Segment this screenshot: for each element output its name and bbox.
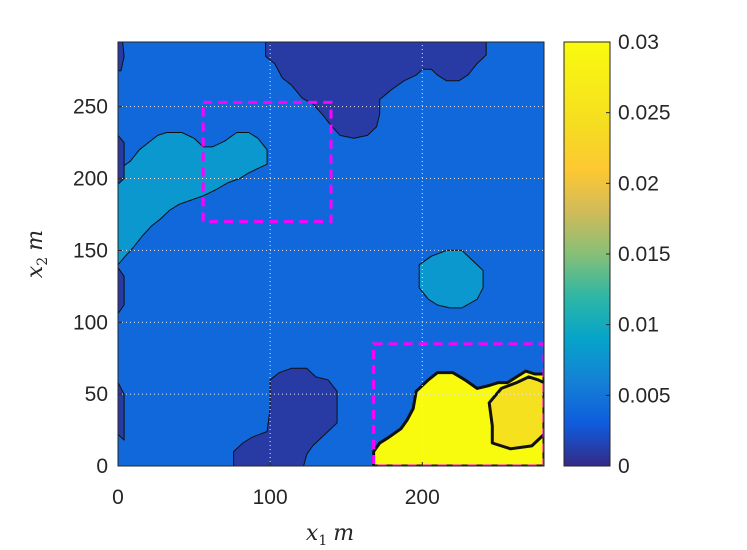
dashed-rect-top: [201, 100, 333, 224]
contour-region-bottom-center-low: [233, 367, 338, 466]
colorbar-tick-label: 0: [618, 455, 630, 478]
contour-region-left-blob-mid: [118, 132, 268, 266]
colorbar-tick-label: 0.03: [618, 31, 659, 54]
plot-frame: [117, 41, 545, 467]
contour-region-right-mid-blob: [418, 249, 484, 309]
contour-region-top-center-low: [265, 42, 487, 139]
colorbar-tick-label: 0.02: [618, 172, 659, 195]
y-tick-label: 150: [73, 239, 108, 262]
y-tick-label: 100: [73, 311, 108, 334]
contour-region-left-edge-low-1: [118, 134, 125, 185]
contour-region-top-left-edge-low: [118, 42, 125, 72]
x-tick-label: 0: [112, 486, 124, 509]
y-tick-label: 250: [73, 96, 108, 119]
colorbar-tick-label: 0.025: [618, 102, 671, 125]
contour-region-bottom-right-inner: [487, 375, 544, 451]
colorbar-gradient: [563, 41, 611, 467]
y-axis-label: x2m: [23, 230, 51, 278]
y-tick-label: 50: [85, 383, 108, 406]
x-tick-label: 100: [253, 486, 288, 509]
colorbar-tick-label: 0.015: [618, 243, 671, 266]
colorbar-tick-label: 0.01: [618, 314, 659, 337]
contour-region-bottom-left-low: [118, 382, 125, 441]
colorbar: 0 0.005 0.01 0.015 0.02 0.025 0.03: [563, 31, 671, 478]
y-tick-label: 200: [73, 168, 108, 191]
contour-region-left-edge-low-2: [118, 267, 125, 315]
x-axis-label: x1 m: [306, 521, 354, 549]
colorbar-tick-label: 0.005: [618, 384, 671, 407]
x-tick-label: 200: [405, 486, 440, 509]
plot-area: [117, 41, 545, 467]
y-tick-label: 0: [96, 455, 108, 478]
